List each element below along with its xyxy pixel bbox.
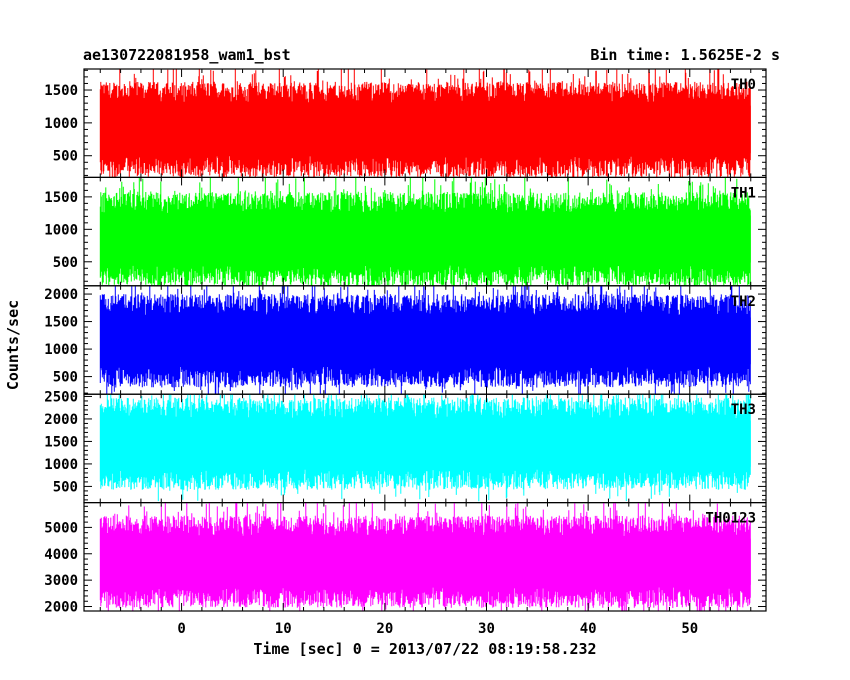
series-line-th0 — [99, 69, 751, 178]
y-tick-label: 3000 — [44, 573, 78, 589]
panel-th2: 500 1000 1500 2000 TH2 — [44, 285, 767, 395]
y-tick-label: 500 — [53, 149, 78, 165]
y-tick-label: 500 — [53, 255, 78, 271]
x-axis-label: Time [sec] 0 = 2013/07/22 08:19:58.232 — [253, 640, 596, 658]
panel-label-th0: TH0 — [731, 77, 756, 93]
panel-frame — [83, 502, 767, 612]
panel-th0123: 2000 3000 4000 5000 TH0123 — [44, 502, 767, 616]
panel-th1: 500 1000 1500 TH1 — [44, 176, 767, 287]
y-tick-label: 500 — [53, 479, 78, 495]
y-tick-label: 1000 — [44, 457, 78, 473]
series-line-th1 — [99, 177, 751, 286]
x-axis: 0 10 20 30 40 50 — [177, 621, 698, 637]
x-tick-label: 20 — [376, 621, 393, 637]
y-tick-label: 500 — [53, 370, 78, 386]
panel-label-th0123: TH0123 — [705, 511, 756, 527]
y-tick-label: 4000 — [44, 547, 78, 563]
y-tick-label: 1000 — [44, 342, 78, 358]
y-axis-label: Counts/sec — [4, 300, 22, 390]
y-tick-label: 5000 — [44, 520, 78, 536]
y-tick-label: 1500 — [44, 190, 78, 206]
y-tick-label: 2000 — [44, 600, 78, 616]
series-line-th0123 — [99, 502, 751, 612]
y-tick-label: 1500 — [44, 434, 78, 450]
y-tick-label: 2000 — [44, 287, 78, 303]
series-line-th3 — [99, 394, 751, 502]
chart-title-right: Bin time: 1.5625E-2 s — [590, 46, 780, 64]
panel-label-th1: TH1 — [731, 185, 756, 201]
panel-th3: 500 1000 1500 2000 2500 TH3 — [44, 389, 767, 504]
chart-title-left: ae130722081958_wam1_bst — [83, 46, 291, 64]
panel-th0: 500 1000 1500 TH0 — [44, 68, 767, 179]
x-tick-label: 10 — [275, 621, 292, 637]
x-tick-label: 40 — [580, 621, 597, 637]
y-tick-label: 2000 — [44, 412, 78, 428]
y-tick-label: 1500 — [44, 315, 78, 331]
y-tick-label: 1500 — [44, 83, 78, 99]
x-tick-label: 0 — [177, 621, 185, 637]
y-tick-label: 2500 — [44, 389, 78, 405]
x-tick-label: 30 — [478, 621, 495, 637]
y-tick-label: 1000 — [44, 116, 78, 132]
series-line-th2 — [99, 285, 751, 395]
y-tick-label: 1000 — [44, 222, 78, 238]
panels-group: 500 1000 1500 TH0 500 1000 1500 TH1 500 1000 1500 2… — [44, 68, 767, 616]
panel-label-th2: TH2 — [731, 294, 756, 310]
x-tick-label: 50 — [681, 621, 698, 637]
panel-label-th3: TH3 — [731, 402, 756, 418]
